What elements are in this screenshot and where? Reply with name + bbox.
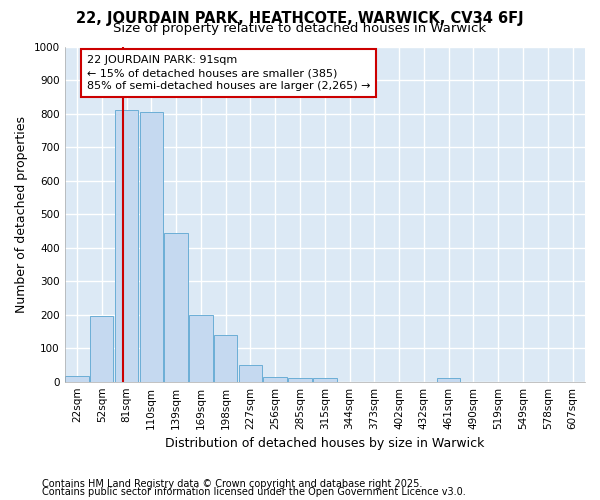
Bar <box>437 378 460 382</box>
Bar <box>288 378 312 382</box>
Bar <box>239 365 262 382</box>
Bar <box>214 335 238 382</box>
Text: 22, JOURDAIN PARK, HEATHCOTE, WARWICK, CV34 6FJ: 22, JOURDAIN PARK, HEATHCOTE, WARWICK, C… <box>76 11 524 26</box>
Bar <box>90 316 113 382</box>
Bar <box>115 110 138 382</box>
Y-axis label: Number of detached properties: Number of detached properties <box>15 116 28 312</box>
Text: 22 JOURDAIN PARK: 91sqm
← 15% of detached houses are smaller (385)
85% of semi-d: 22 JOURDAIN PARK: 91sqm ← 15% of detache… <box>87 55 370 92</box>
Bar <box>313 378 337 382</box>
Text: Size of property relative to detached houses in Warwick: Size of property relative to detached ho… <box>113 22 487 35</box>
Text: Contains HM Land Registry data © Crown copyright and database right 2025.: Contains HM Land Registry data © Crown c… <box>42 479 422 489</box>
Bar <box>65 376 89 382</box>
Bar <box>263 376 287 382</box>
Text: Contains public sector information licensed under the Open Government Licence v3: Contains public sector information licen… <box>42 487 466 497</box>
Bar <box>164 232 188 382</box>
X-axis label: Distribution of detached houses by size in Warwick: Distribution of detached houses by size … <box>165 437 484 450</box>
Bar <box>189 316 212 382</box>
Bar <box>140 112 163 382</box>
